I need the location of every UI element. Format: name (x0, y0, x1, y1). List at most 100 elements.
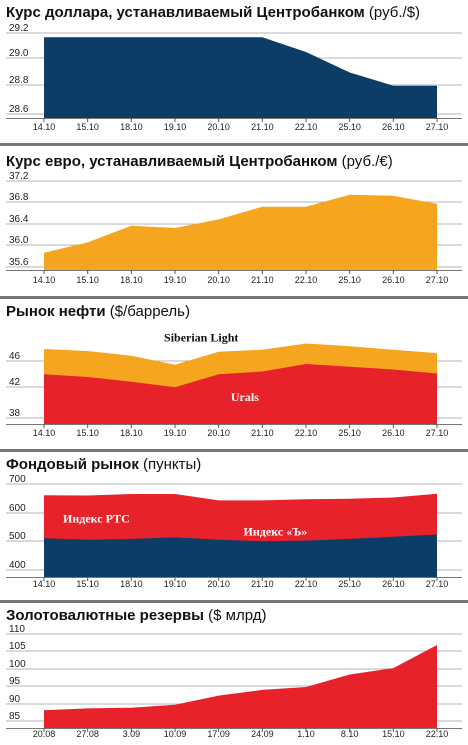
chart-panel: Фондовый рынок (пункты)70060050040014.10… (0, 449, 468, 589)
x-tick-label: 14.10 (33, 428, 56, 438)
panel-divider (0, 143, 468, 146)
x-tick-label: 21.10 (251, 428, 274, 438)
x-tick-label: 26.10 (382, 428, 405, 438)
y-tick-label: 36.8 (9, 192, 29, 203)
x-tick-label: 22.10 (295, 122, 318, 132)
x-tick-label: 22.10 (295, 275, 318, 285)
chart-panel: Золотовалютные резервы ($ млрд)110105100… (0, 600, 468, 739)
x-tick-label: 15.10 (382, 729, 405, 739)
chart-title-main: Фондовый рынок (6, 456, 139, 473)
x-tick-label: 21.10 (251, 122, 274, 132)
x-tick-label: 20.10 (207, 122, 230, 132)
chart-title-unit: ($/баррель) (106, 303, 190, 320)
x-tick-label: 10.09 (164, 729, 187, 739)
y-tick-label: 36.0 (9, 235, 29, 246)
chart-title: Рынок нефти ($/баррель) (6, 303, 190, 320)
x-tick-label: 27.10 (426, 275, 449, 285)
chart-title-main: Золотовалютные резервы (6, 607, 204, 624)
x-tick-label: 17.09 (207, 729, 230, 739)
x-tick-label: 24.09 (251, 729, 274, 739)
x-tick-label: 20.08 (33, 729, 56, 739)
y-tick-label: 600 (9, 503, 26, 514)
chart-title: Золотовалютные резервы ($ млрд) (6, 607, 266, 624)
x-tick-label: 19.10 (164, 579, 187, 589)
chart-title-main: Курс евро, устанавливаемый Центробанком (6, 153, 337, 170)
x-tick-label: 15.10 (76, 122, 99, 132)
series-label: Индекс РТС (63, 511, 130, 525)
x-tick-label: 14.10 (33, 122, 56, 132)
x-tick-label: 20.10 (207, 428, 230, 438)
x-tick-label: 26.10 (382, 579, 405, 589)
x-tick-label: 18.10 (120, 122, 143, 132)
x-tick-label: 19.10 (164, 428, 187, 438)
chart-title-unit: (руб./$) (365, 4, 420, 21)
y-tick-label: 42 (9, 377, 21, 388)
x-tick-label: 27.08 (76, 729, 99, 739)
x-tick-label: 20.10 (207, 275, 230, 285)
series-label: Urals (231, 390, 259, 404)
x-tick-label: 19.10 (164, 122, 187, 132)
chart-title-main: Курс доллара, устанавливаемый Центробанк… (6, 4, 365, 21)
x-tick-label: 27.10 (426, 122, 449, 132)
y-tick-label: 85 (9, 711, 21, 722)
y-tick-label: 28.8 (9, 75, 29, 86)
panel-divider (0, 600, 468, 603)
series-area (44, 194, 437, 270)
y-tick-label: 35.6 (9, 257, 29, 268)
x-tick-label: 25.10 (338, 275, 361, 285)
x-tick-label: 22.10 (295, 579, 318, 589)
y-tick-label: 46 (9, 351, 21, 362)
y-tick-label: 29.0 (9, 48, 29, 59)
y-tick-label: 37.2 (9, 171, 29, 182)
y-tick-label: 100 (9, 659, 26, 670)
series-area (44, 37, 437, 118)
chart-title-main: Рынок нефти (6, 303, 106, 320)
x-tick-label: 19.10 (164, 275, 187, 285)
chart-title: Курс доллара, устанавливаемый Центробанк… (6, 4, 420, 21)
y-tick-label: 36.4 (9, 214, 29, 225)
chart-title-unit: (пункты) (139, 456, 201, 473)
y-tick-label: 28.6 (9, 104, 29, 115)
panel-divider (0, 296, 468, 299)
x-tick-label: 15.10 (76, 275, 99, 285)
y-tick-label: 400 (9, 560, 26, 571)
x-tick-label: 21.10 (251, 275, 274, 285)
y-tick-label: 500 (9, 531, 26, 542)
x-tick-label: 20.10 (207, 579, 230, 589)
x-tick-label: 18.10 (120, 579, 143, 589)
series-label: Siberian Light (164, 331, 238, 345)
chart-title-unit: ($ млрд) (204, 607, 266, 624)
x-tick-label: 14.10 (33, 579, 56, 589)
x-tick-label: 1.10 (297, 729, 315, 739)
x-tick-label: 22.10 (426, 729, 449, 739)
x-tick-label: 15.10 (76, 428, 99, 438)
x-tick-label: 26.10 (382, 275, 405, 285)
chart-panel: Курс евро, устанавливаемый Центробанком … (0, 143, 468, 285)
chart-title: Фондовый рынок (пункты) (6, 456, 201, 473)
x-tick-label: 3.09 (123, 729, 141, 739)
y-tick-label: 700 (9, 474, 26, 485)
x-tick-label: 22.10 (295, 428, 318, 438)
chart-panel: Рынок нефти ($/баррель) 46 42 38 14.10 15.10 1… (0, 296, 468, 438)
y-tick-label: 95 (9, 676, 21, 687)
x-tick-label: 15.10 (76, 579, 99, 589)
x-tick-label: 27.10 (426, 579, 449, 589)
x-tick-label: 26.10 (382, 122, 405, 132)
x-tick-label: 21.10 (251, 579, 274, 589)
x-tick-label: 8.10 (341, 729, 359, 739)
x-tick-label: 25.10 (338, 122, 361, 132)
series-area (44, 645, 437, 728)
y-tick-label: 105 (9, 641, 26, 652)
x-tick-label: 25.10 (338, 579, 361, 589)
y-tick-label: 38 (9, 408, 21, 419)
chart-title: Курс евро, устанавливаемый Центробанком … (6, 153, 393, 170)
x-tick-label: 18.10 (120, 428, 143, 438)
chart-panel: Курс доллара, устанавливаемый Центробанк… (6, 4, 462, 132)
panel-divider (0, 449, 468, 452)
x-tick-label: 25.10 (338, 428, 361, 438)
y-tick-label: 90 (9, 694, 21, 705)
series-label: Индекс «Ъ» (244, 525, 308, 539)
x-tick-label: 14.10 (33, 275, 56, 285)
